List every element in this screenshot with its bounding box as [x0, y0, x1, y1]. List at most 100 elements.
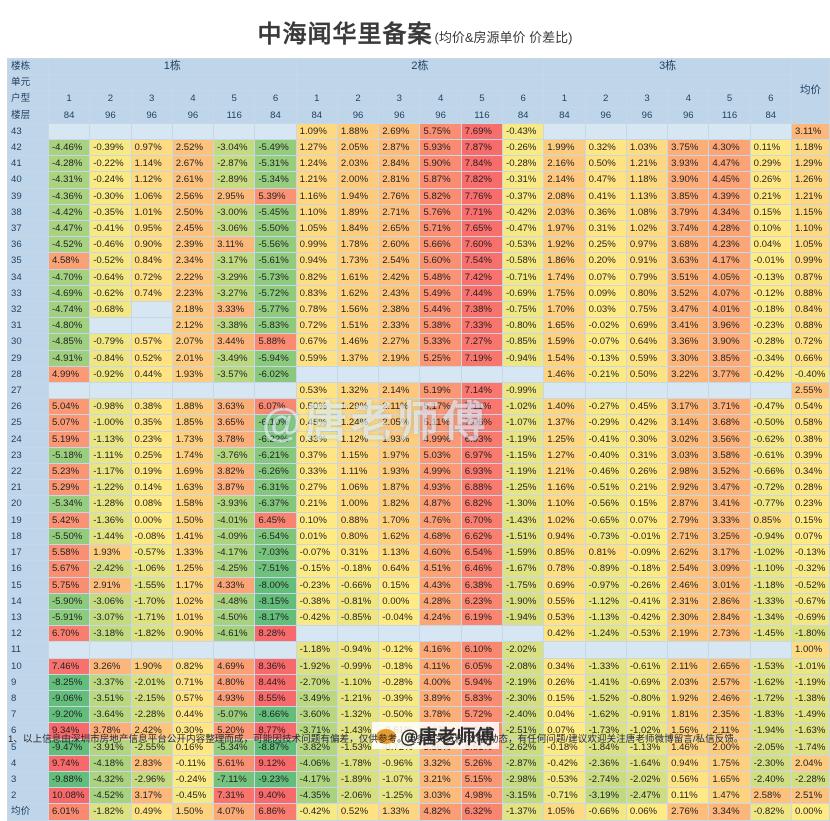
unit-number: 6 — [749, 90, 792, 108]
price-diff-cell: 2.34% — [171, 252, 215, 270]
price-diff-cell: 0.71% — [171, 673, 215, 691]
price-diff-cell: 0.52% — [336, 803, 380, 821]
floor-label: 25 — [7, 414, 49, 432]
price-diff-cell: -0.01% — [749, 252, 792, 270]
price-diff-cell: 3.85% — [667, 187, 710, 205]
price-diff-cell: -0.41% — [584, 430, 627, 448]
price-diff-cell: -3.06% — [213, 220, 256, 238]
price-diff-cell: -0.23% — [295, 576, 338, 594]
price-diff-cell: 0.34% — [543, 657, 586, 675]
price-diff-cell: 1.92% — [667, 689, 710, 708]
unit-number: 3 — [378, 90, 421, 108]
price-diff-cell: -6.10% — [254, 414, 297, 432]
price-diff-cell: -0.43% — [502, 122, 545, 141]
price-diff-cell: -9.20% — [47, 706, 91, 724]
price-diff-cell: -0.69% — [502, 284, 545, 303]
price-diff-cell: 9.74% — [47, 754, 91, 772]
price-diff-cell: 2.14% — [543, 171, 586, 189]
price-diff-cell: -2.08% — [502, 657, 545, 675]
table-row: 29 -4.91% -0.84% 0.52% 2.01% -3.49% -5.94% 0.59… — [7, 349, 830, 367]
price-diff-cell: -0.35% — [89, 203, 132, 222]
unit-number: 5 — [708, 90, 751, 108]
price-diff-cell: 0.30% — [625, 430, 669, 448]
price-diff-cell: 2.62% — [667, 544, 710, 562]
price-diff-cell: 5.94% — [460, 673, 504, 691]
price-diff-cell: -0.11% — [171, 754, 215, 772]
price-diff-cell: -2.42% — [89, 560, 132, 578]
price-diff-cell: -1.12% — [584, 592, 627, 610]
table-row: 6 9.34% 3.78% 2.42% 0.30% 5.20% 8.77% -3.71% -1.… — [7, 722, 830, 740]
unit-number: 5 — [213, 90, 256, 108]
floor-label: 28 — [7, 365, 49, 384]
empty-cell — [543, 641, 586, 659]
price-diff-cell: -1.25% — [502, 479, 545, 497]
price-diff-cell: 2.73% — [708, 625, 751, 643]
empty-cell — [89, 641, 132, 659]
price-diff-cell: 5.42% — [47, 511, 91, 529]
row-label-building: 楼栋 — [7, 57, 49, 76]
price-diff-cell: -2.55% — [130, 738, 173, 756]
footnote: 1、以上信息由深圳市房地产信息平台公开内容整理而成，可能因技术问题有偏差，仅供参… — [8, 734, 744, 745]
table-row: 38 -4.42% -0.35% 1.01% 2.50% -3.00% -5.45% 1.10… — [7, 203, 830, 222]
price-diff-cell: 1.12% — [130, 171, 173, 189]
price-diff-cell: 3.82% — [213, 463, 256, 481]
price-diff-cell: 0.33% — [295, 463, 338, 481]
price-diff-cell: 7.69% — [460, 122, 504, 141]
empty-cell — [708, 382, 751, 400]
price-diff-cell: 6.97% — [460, 446, 504, 465]
price-diff-cell: 0.45% — [295, 414, 338, 432]
price-diff-table: 楼栋 1栋 2栋 3栋 均价 单元 户型 1 2 3 4 5 6 1 2 3 4 5 6 1 2 3 4 5 6 楼层 84 96 96… — [7, 57, 830, 821]
price-diff-cell: -0.62% — [749, 430, 792, 448]
floor-label: 40 — [7, 171, 49, 189]
floor-label: 32 — [7, 301, 49, 319]
avg-cell: 0.38% — [790, 430, 830, 448]
price-diff-cell: 2.42% — [378, 268, 421, 286]
price-diff-cell: 2.11% — [667, 657, 710, 675]
price-diff-cell: 0.79% — [625, 268, 669, 286]
price-diff-cell: -5.49% — [254, 139, 297, 157]
price-diff-cell: 1.82% — [378, 495, 421, 513]
price-diff-cell: 1.16% — [295, 187, 338, 205]
price-diff-cell: 2.35% — [708, 706, 751, 724]
price-diff-cell: 0.95% — [130, 220, 173, 238]
price-diff-cell: 3.25% — [708, 527, 751, 546]
price-diff-cell: 7.54% — [460, 252, 504, 270]
avg-cell: 0.54% — [790, 398, 830, 416]
price-diff-cell: 6.46% — [460, 560, 504, 578]
table-row: 9 -8.25% -3.37% -2.01% 0.71% 4.80% 8.44% -2.70%… — [7, 673, 830, 691]
price-diff-cell: -0.15% — [295, 560, 338, 578]
price-diff-cell: 2.08% — [543, 187, 586, 205]
price-diff-cell: 4.80% — [213, 673, 256, 691]
price-diff-cell: 8.44% — [254, 673, 297, 691]
price-diff-cell: -3.49% — [295, 689, 338, 708]
price-diff-cell: 6.86% — [254, 803, 297, 821]
price-diff-cell: 2.01% — [171, 349, 215, 367]
table-row: 4 9.74% -4.18% 2.83% -0.11% 5.61% 9.12% -4.06% -… — [7, 754, 830, 772]
price-diff-cell: 0.80% — [336, 527, 380, 546]
table-row: 8 -9.06% -3.51% -2.15% 0.57% 4.93% 8.55% -3.49%… — [7, 689, 830, 708]
price-diff-cell: 0.84% — [130, 252, 173, 270]
price-diff-cell: -9.47% — [47, 738, 91, 756]
avg-cell: 1.29% — [790, 155, 830, 173]
price-diff-cell: 1.15% — [336, 446, 380, 465]
price-diff-cell: 5.71% — [419, 220, 462, 238]
price-diff-cell: 0.26% — [543, 673, 586, 691]
price-diff-cell: 3.21% — [419, 770, 462, 789]
price-diff-cell: 3.68% — [667, 236, 710, 254]
price-diff-cell: -4.91% — [47, 349, 91, 367]
empty-cell — [213, 382, 256, 400]
price-diff-cell: 8.28% — [254, 625, 297, 643]
price-diff-cell: -0.26% — [625, 576, 669, 594]
price-diff-cell: -5.56% — [254, 236, 297, 254]
price-diff-cell: 2.19% — [667, 625, 710, 643]
price-diff-cell: 3.56% — [708, 430, 751, 448]
price-diff-cell: 2.54% — [378, 252, 421, 270]
price-diff-cell: 4.76% — [419, 511, 462, 529]
price-diff-cell: -1.18% — [295, 641, 338, 659]
price-diff-cell: 4.01% — [708, 301, 751, 319]
price-diff-cell: 0.11% — [749, 139, 792, 157]
price-diff-cell: 0.16% — [171, 738, 215, 756]
price-diff-cell: -9.23% — [254, 770, 297, 789]
price-diff-cell: 7.60% — [460, 236, 504, 254]
price-diff-cell: 2.95% — [213, 187, 256, 205]
